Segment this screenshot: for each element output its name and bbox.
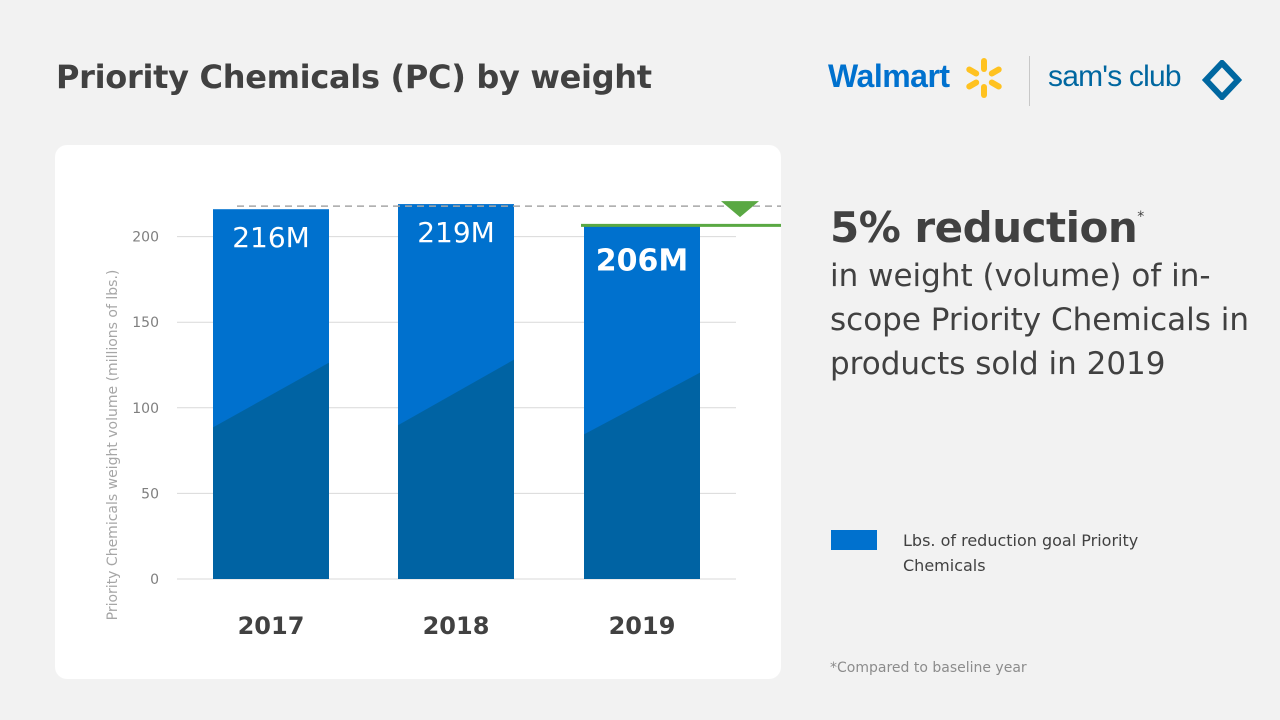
reduction-headline: 5% reduction: [830, 203, 1138, 252]
y-tick-label: 200: [132, 230, 159, 246]
page-title: Priority Chemicals (PC) by weight: [56, 58, 652, 96]
x-tick-label: 2017: [238, 612, 305, 640]
footnote: *Compared to baseline year: [830, 660, 1027, 676]
y-axis-label: Priority Chemicals weight volume (millio…: [105, 270, 121, 621]
legend-label: Lbs. of reduction goal Priority Chemical…: [903, 531, 1139, 575]
footnote-marker: *: [1137, 209, 1145, 225]
reduction-description: in weight (volume) of in-scope Priority …: [830, 258, 1250, 382]
sams-club-logo: sam's club: [1048, 60, 1182, 93]
bar-value-label: 216M: [232, 221, 310, 254]
x-tick-label: 2018: [423, 612, 490, 640]
bar-value-label: 219M: [417, 216, 495, 249]
bar-shade: [398, 359, 514, 579]
bar-shade: [584, 372, 700, 579]
bar-shade: [213, 362, 329, 579]
y-tick-label: 0: [150, 572, 159, 588]
logo-divider: [1029, 56, 1030, 106]
y-tick-label: 50: [141, 486, 159, 502]
reduction-callout: 5% reduction* in weight (volume) of in-s…: [830, 203, 1250, 386]
chart-card: 0 50 100 150 200 216M 2017 219M 2018 206M 2019 Pri…: [55, 145, 781, 679]
walmart-logo: Walmart: [828, 58, 950, 94]
brand-logos: Walmart sam's club: [828, 52, 1248, 108]
y-tick-label: 150: [132, 315, 159, 331]
sams-club-diamond-icon: [1202, 60, 1242, 100]
bar-value-label: 206M: [596, 243, 688, 278]
reduction-arrow-icon: [721, 201, 759, 218]
walmart-spark-icon: [966, 58, 1002, 98]
legend-swatch: [831, 530, 877, 550]
bar-chart: 0 50 100 150 200 216M 2017 219M 2018 206M 2019 Pri…: [105, 201, 781, 640]
x-tick-label: 2019: [609, 612, 676, 640]
y-tick-label: 100: [132, 401, 159, 417]
